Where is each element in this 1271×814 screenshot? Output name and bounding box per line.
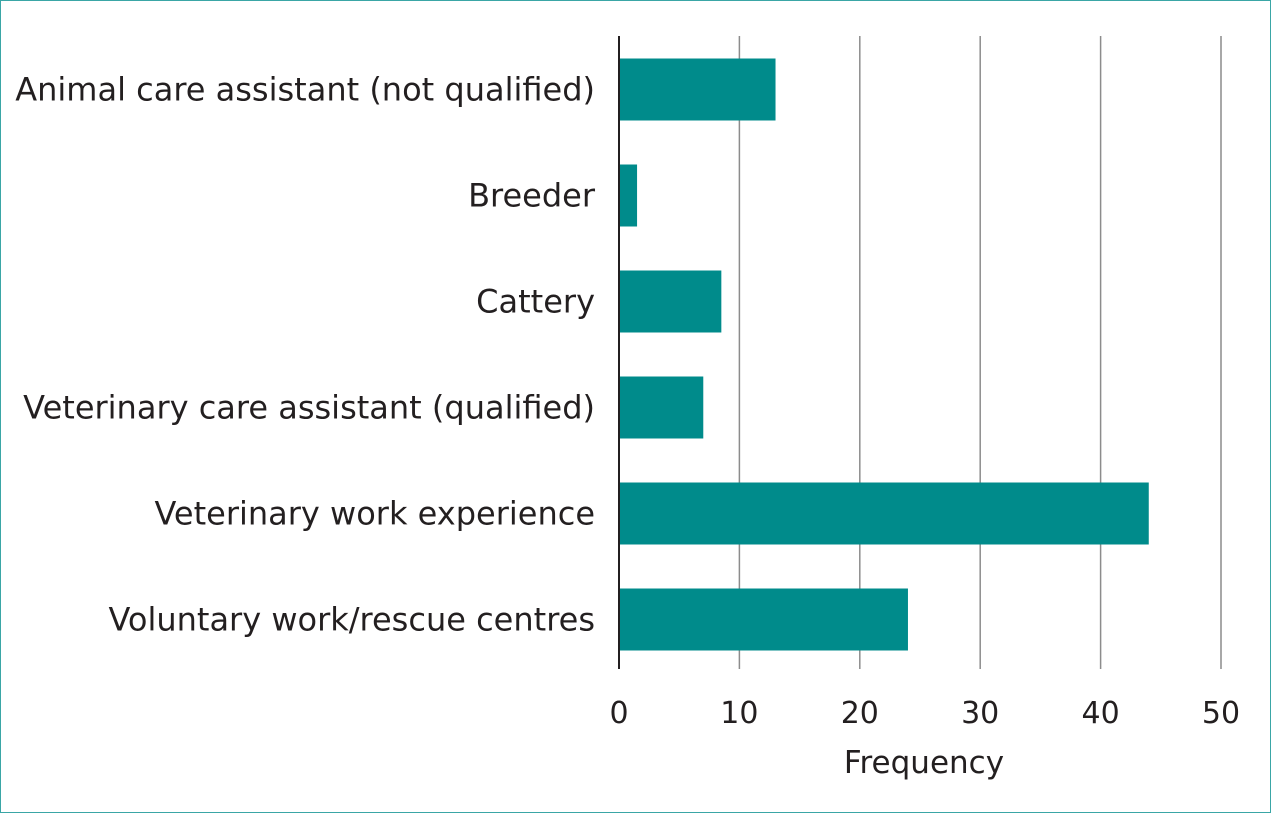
bars xyxy=(619,58,1149,651)
x-tick-label: 30 xyxy=(961,696,999,731)
bar xyxy=(619,58,776,121)
x-tick-label: 20 xyxy=(841,696,879,731)
x-tick-label: 50 xyxy=(1202,696,1240,731)
x-tick-labels: 0 10 20 30 40 50 xyxy=(609,696,1240,731)
x-tick-label: 40 xyxy=(1082,696,1120,731)
bar xyxy=(619,376,704,439)
x-tick-label: 0 xyxy=(609,696,628,731)
category-label: Voluntary work/rescue centres xyxy=(108,601,595,639)
category-label: Breeder xyxy=(468,177,596,215)
x-axis-title: Frequency xyxy=(844,745,1004,781)
x-tick-label: 10 xyxy=(720,696,758,731)
category-labels: Animal care assistant (not qualified) Bre… xyxy=(15,71,596,639)
category-label: Animal care assistant (not qualified) xyxy=(15,71,595,109)
bar xyxy=(619,588,908,651)
category-label: Cattery xyxy=(476,283,595,321)
bar xyxy=(619,482,1149,545)
bar xyxy=(619,164,638,227)
category-label: Veterinary work experience xyxy=(155,495,596,533)
gridlines xyxy=(738,36,1222,669)
category-label: Veterinary care assistant (qualified) xyxy=(23,389,595,427)
bar xyxy=(619,270,722,333)
